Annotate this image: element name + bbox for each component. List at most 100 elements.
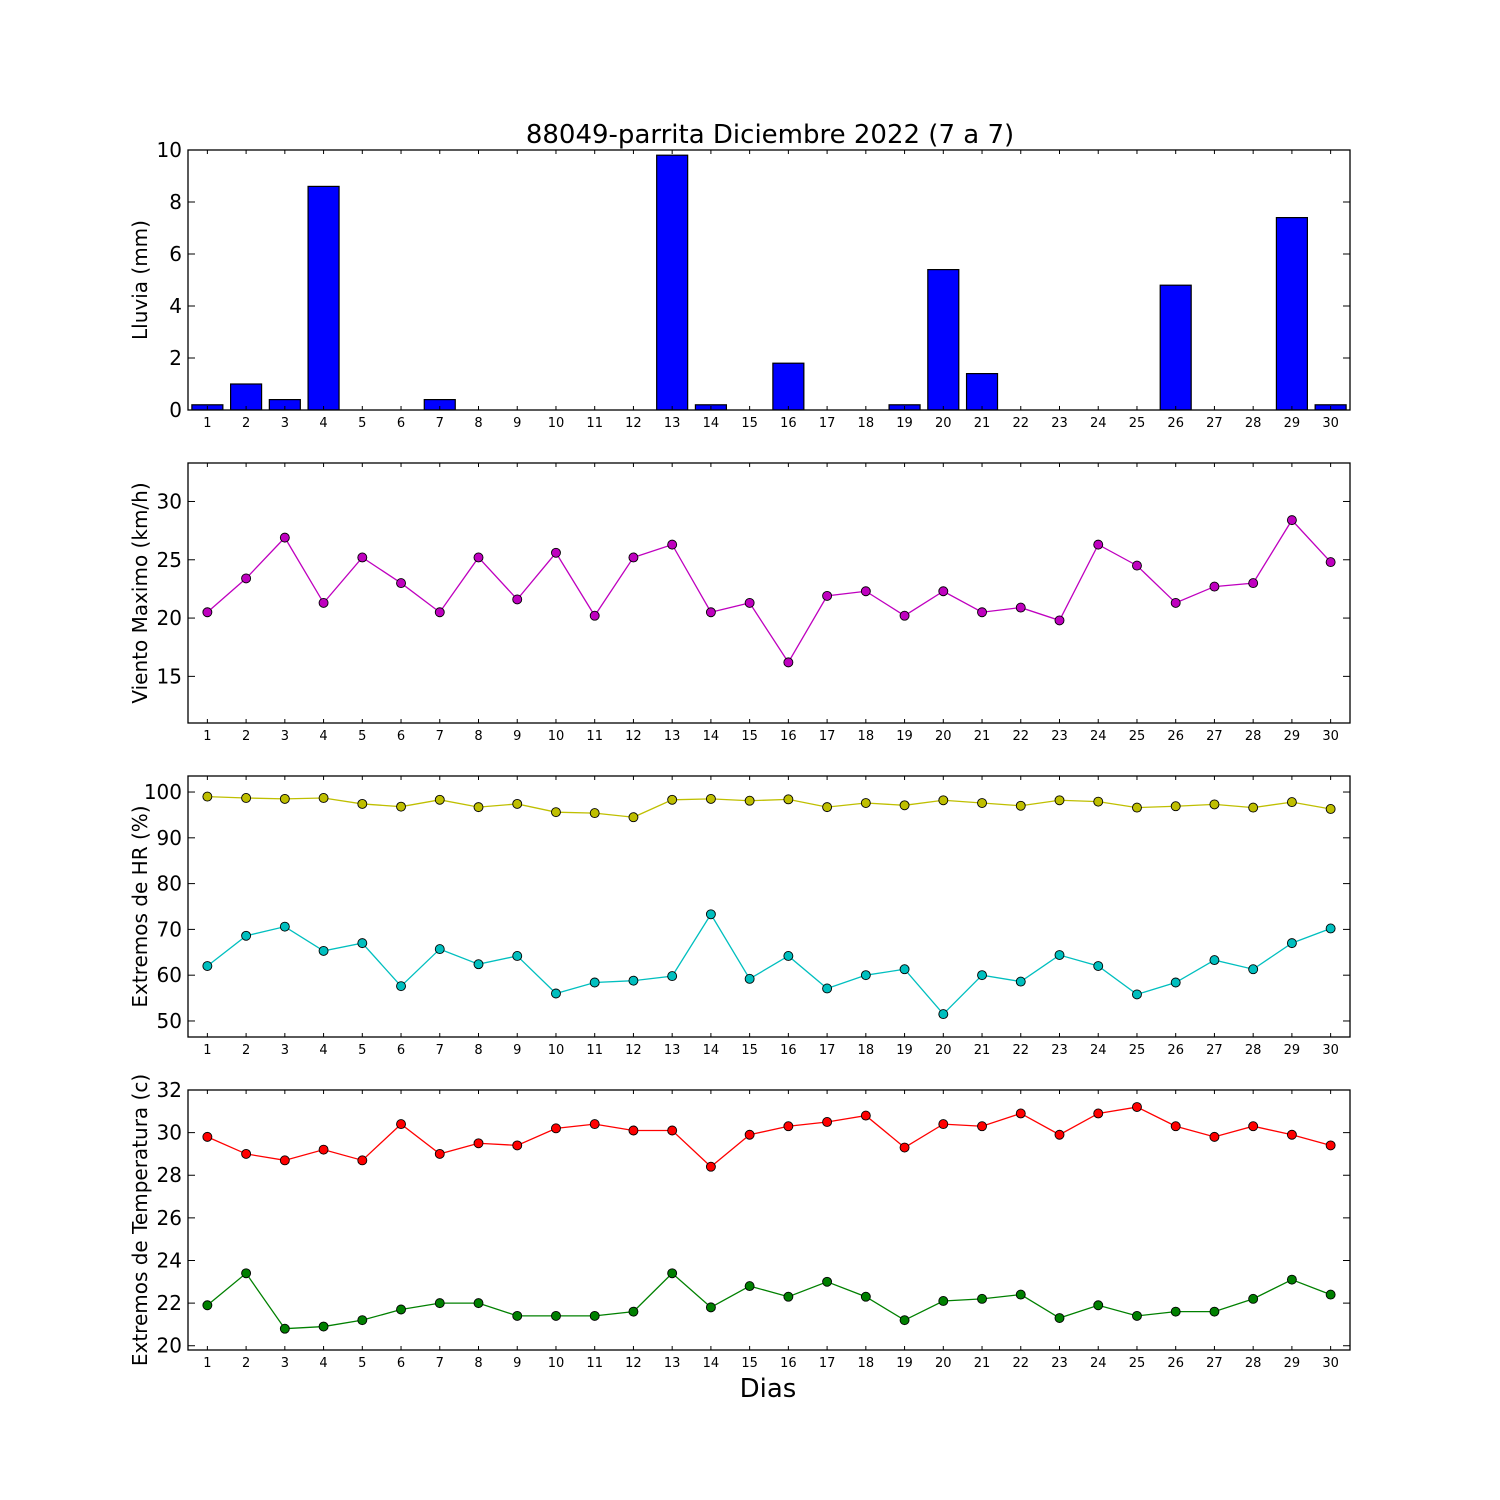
temperature-series-2-point-day-9 [512,1310,523,1321]
rainfall-xtick-label: 3 [281,416,289,431]
rain-bar-day-7 [423,399,456,410]
humidity-plot-area [202,791,1336,1020]
humidity-series-1-point-day-12 [628,812,639,823]
humidity-series-2-point-day-25 [1132,989,1142,1000]
temperature-series-2-point-day-1 [202,1300,213,1311]
wind-xtick-label: 30 [1322,729,1339,744]
wind-xtick-label: 19 [896,729,913,744]
temperature-y-axis-label: Extremos de Temperatura (c) [128,1074,152,1366]
temperature-xtick-label: 29 [1284,1356,1301,1371]
rainfall-xtick-label: 4 [319,416,327,431]
humidity-series-1-point-day-19 [899,800,910,811]
rainfall-ytick-label: 8 [169,190,182,214]
rainfall-xtick-label: 23 [1051,416,1068,431]
humidity-frame [187,775,1351,1038]
wind-ytick-label: 15 [157,664,182,688]
temperature-series-2-point-day-30 [1325,1289,1336,1300]
humidity-xtick-label: 22 [1012,1043,1029,1058]
humidity-series-1-point-day-17 [822,802,833,813]
temperature-series-1-point-day-12 [628,1125,639,1136]
temperature-series-1-point-day-23 [1054,1129,1065,1140]
temperature-series-2-point-day-28 [1248,1293,1259,1304]
humidity-series-1-point-day-25 [1132,802,1142,813]
wind-frame [187,462,1351,724]
humidity-ytick-label: 80 [157,872,182,896]
temperature-series-2-point-day-23 [1054,1313,1065,1323]
temperature-series-1-point-day-14 [705,1161,716,1172]
humidity-series-2-point-day-21 [977,970,987,981]
temperature-series-1-point-day-11 [589,1119,600,1130]
humidity-series-2-point-day-20 [938,1009,949,1020]
wind-series-1-point-day-11 [589,610,600,621]
humidity-series-2-point-day-12 [628,975,639,986]
temperature-series-2-point-day-27 [1209,1306,1220,1317]
rainfall-xtick-label: 12 [625,416,642,431]
temperature-series-1-point-day-7 [434,1148,445,1159]
humidity-xtick-label: 2 [242,1043,250,1058]
wind-xtick-label: 4 [319,729,327,744]
temperature-xtick-label: 27 [1206,1356,1223,1371]
rainfall-xtick-label: 19 [896,416,913,431]
rain-bar-day-2 [230,383,263,410]
wind-xtick-label: 20 [935,729,952,744]
wind-series-1-point-day-10 [551,547,561,558]
rainfall-xtick-label: 1 [203,416,211,431]
temperature-series-1-point-day-15 [744,1129,755,1140]
temperature-xtick-label: 11 [586,1356,603,1371]
temperature-series-1-line [207,1106,1331,1168]
humidity-xtick-label: 7 [436,1043,444,1058]
wind-xtick-label: 12 [625,729,642,744]
temperature-xtick-label: 12 [625,1356,642,1371]
wind-xtick-label: 5 [358,729,366,744]
temperature-series-2-point-day-25 [1132,1310,1142,1321]
wind-series-1-point-day-22 [1015,602,1026,613]
wind-xtick-label: 29 [1284,729,1301,744]
humidity-series-1-point-day-7 [434,794,445,805]
temperature-series-2-point-day-15 [744,1281,755,1292]
humidity-xtick-label: 1 [203,1043,211,1058]
temperature-series-2-point-day-2 [241,1268,252,1279]
temperature-series-1-point-day-19 [899,1142,910,1153]
wind-xtick-label: 8 [474,729,482,744]
rainfall-xtick-label: 20 [935,416,952,431]
humidity-xtick-label: 3 [281,1043,289,1058]
rainfall-xtick-label: 15 [741,416,758,431]
humidity-xtick-label: 9 [513,1043,521,1058]
wind-xtick-label: 22 [1012,729,1029,744]
temperature-xtick-label: 22 [1012,1356,1029,1371]
rainfall-ytick-label: 10 [157,138,182,162]
wind-xtick-label: 14 [703,729,720,744]
temperature-xtick-label: 4 [319,1356,327,1371]
humidity-xtick-label: 4 [319,1043,327,1058]
humidity-series-1-point-day-4 [318,793,329,803]
temperature-xtick-label: 14 [703,1356,720,1371]
humidity-xtick-label: 20 [935,1043,952,1058]
temperature-series-1-point-day-25 [1132,1102,1142,1112]
humidity-series-1-point-day-27 [1209,799,1220,810]
wind-series-1-point-day-30 [1325,557,1336,568]
wind-xtick-label: 13 [664,729,681,744]
wind-series-1-point-day-17 [822,590,833,601]
humidity-xtick-label: 25 [1129,1043,1146,1058]
temperature-series-1-point-day-28 [1248,1121,1259,1132]
rainfall-xtick-label: 10 [548,416,565,431]
humidity-xtick-label: 17 [819,1043,836,1058]
wind-xtick-label: 11 [586,729,603,744]
humidity-series-1-point-day-6 [396,801,406,812]
wind-series-1-point-day-20 [938,586,949,597]
wind-xtick-label: 6 [397,729,405,744]
wind-series-1-point-day-12 [628,552,639,563]
temperature-xtick-label: 19 [896,1356,913,1371]
rainfall-xtick-label: 16 [780,416,797,431]
wind-xtick-label: 25 [1129,729,1146,744]
humidity-xtick-label: 19 [896,1043,913,1058]
temperature-xtick-label: 23 [1051,1356,1068,1371]
wind-series-1-point-day-8 [473,552,484,563]
temperature-xtick-label: 7 [436,1356,444,1371]
temperature-series-2-point-day-20 [938,1296,949,1306]
humidity-series-1-point-day-9 [512,798,523,809]
temperature-ytick-label: 22 [157,1291,182,1315]
rainfall-xtick-label: 21 [974,416,991,431]
temperature-series-1-point-day-8 [473,1138,484,1149]
